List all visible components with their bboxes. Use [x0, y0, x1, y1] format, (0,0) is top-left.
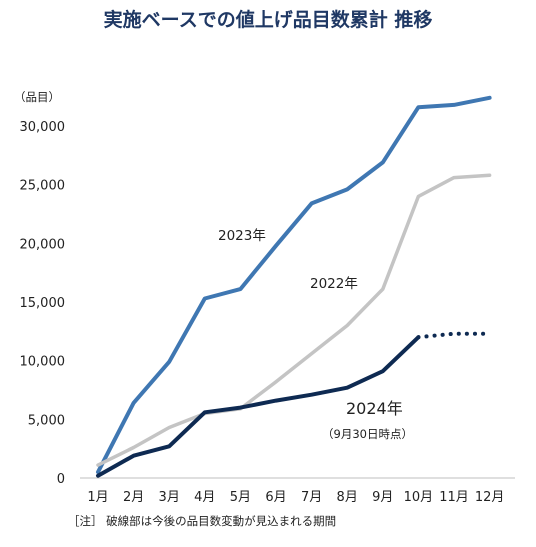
- series-sublabel-2024: （9月30日時点）: [322, 427, 413, 441]
- footnote: ［注］ 破線部は今後の品目数変動が見込まれる期間: [68, 514, 336, 528]
- series-label-2023: 2023年: [218, 228, 266, 244]
- y-tick-label: 15,000: [20, 296, 66, 311]
- x-tick-label: 4月: [194, 490, 215, 505]
- x-tick-label: 6月: [265, 490, 286, 505]
- x-tick-label: 11月: [439, 490, 469, 505]
- series-line: [96, 173, 492, 467]
- series-lines: [96, 95, 492, 478]
- x-tick-label: 9月: [372, 490, 393, 505]
- x-tick-label: 3月: [159, 490, 180, 505]
- chart-title: 実施ベースでの値上げ品目数累計 推移: [104, 8, 433, 31]
- x-tick-label: 1月: [87, 490, 108, 505]
- y-tick-label: 5,000: [28, 413, 65, 428]
- x-axis-ticks: 1月 2月 3月 4月 5月 6月 7月 8月 9月 10月 11月 12月: [87, 490, 504, 505]
- y-axis-unit-label: （品目）: [14, 90, 60, 104]
- x-tick-label: 2月: [123, 490, 144, 505]
- y-axis-ticks: 0 5,000 10,000 15,000 20,000 25,000 30,000: [20, 120, 66, 487]
- x-tick-label: 7月: [301, 490, 322, 505]
- series-line: [96, 335, 421, 478]
- y-tick-label: 25,000: [20, 179, 66, 194]
- y-tick-label: 30,000: [20, 120, 66, 135]
- series-label-2022: 2022年: [310, 276, 358, 292]
- x-tick-label: 8月: [337, 490, 358, 505]
- series-label-2024: 2024年: [346, 399, 403, 418]
- series-line: [96, 95, 492, 475]
- y-tick-label: 20,000: [20, 237, 66, 252]
- y-tick-label: 10,000: [20, 355, 66, 370]
- x-tick-label: 10月: [404, 490, 434, 505]
- y-tick-label: 0: [57, 472, 65, 487]
- x-tick-label: 12月: [475, 490, 505, 505]
- series-line-projected: [416, 331, 492, 340]
- x-tick-label: 5月: [230, 490, 251, 505]
